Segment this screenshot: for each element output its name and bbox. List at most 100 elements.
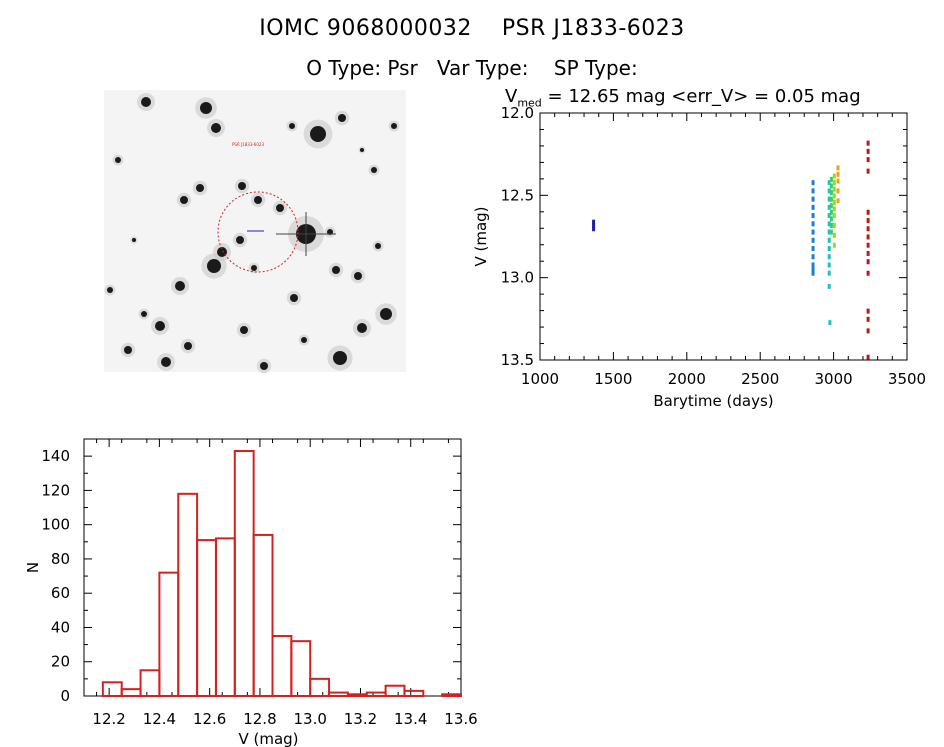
- plot-frame: [539, 112, 908, 361]
- data-point: [866, 259, 870, 265]
- star-field-image: PSR J1833-6023: [104, 90, 406, 374]
- chart-title: IOMC 9068000032 PSR J1833-6023: [259, 16, 685, 41]
- data-point: [811, 204, 815, 210]
- histogram-bar: [196, 539, 217, 697]
- star: [360, 148, 364, 152]
- x-tick-label: 13.0: [293, 710, 326, 728]
- star: [338, 114, 346, 122]
- data-point: [827, 246, 831, 252]
- histogram-bar: [158, 571, 180, 698]
- data-point: [811, 180, 815, 186]
- x-tick-label: 3500: [888, 370, 926, 388]
- data-point: [832, 213, 836, 219]
- star: [260, 362, 268, 370]
- y-tick-label: 0: [60, 687, 70, 705]
- x-tick-label: 2000: [668, 370, 706, 388]
- data-point: [827, 221, 831, 227]
- data-point: [832, 206, 836, 212]
- y-axis-label: N: [24, 562, 42, 573]
- histogram-bar: [365, 691, 387, 697]
- data-point: [827, 213, 831, 219]
- histogram-bar: [233, 449, 255, 698]
- histogram-bar: [101, 681, 123, 698]
- y-tick-label: 40: [51, 618, 70, 636]
- data-point: [832, 193, 836, 199]
- data-point: [832, 232, 836, 238]
- star: [333, 351, 347, 365]
- data-point: [866, 316, 870, 322]
- data-point: [827, 254, 831, 260]
- x-tick-label: 3000: [815, 370, 853, 388]
- star: [251, 265, 257, 271]
- star: [141, 97, 151, 107]
- data-point: [829, 176, 833, 182]
- histogram-bar: [403, 689, 425, 697]
- histogram-bar: [214, 537, 236, 698]
- star: [200, 102, 212, 114]
- light-curve-chart: 1000 1500 2000 2500 3000 3500 12.0 12.5 13.0 13.5…: [472, 104, 926, 410]
- star: [254, 196, 262, 204]
- data-point: [866, 270, 870, 276]
- data-point: [811, 229, 815, 235]
- data-point: [827, 196, 831, 202]
- histogram-bar: [309, 677, 331, 697]
- data-point: [827, 270, 831, 276]
- data-point: [592, 226, 596, 232]
- data-point: [832, 242, 836, 248]
- star: [375, 243, 381, 249]
- histogram-bar: [346, 693, 368, 698]
- data-point: [811, 188, 815, 194]
- data-point: [827, 180, 831, 186]
- data-point: [866, 148, 870, 154]
- data-point: [832, 180, 836, 186]
- star: [141, 311, 147, 317]
- data-point: [866, 242, 870, 248]
- star: [391, 123, 397, 129]
- target-circle: [217, 191, 299, 273]
- histogram-bar: [177, 492, 199, 697]
- x-tick-label: 13.4: [394, 710, 427, 728]
- x-tick-label: 1000: [521, 370, 559, 388]
- data-point: [832, 173, 836, 179]
- x-tick-label: 12.6: [193, 710, 226, 728]
- image-label: PSR J1833-6023: [232, 142, 264, 147]
- data-point: [829, 183, 833, 189]
- y-tick-label: 120: [41, 481, 70, 499]
- data-point: [829, 190, 833, 196]
- x-tick-label: 1500: [594, 370, 632, 388]
- data-point: [836, 178, 840, 184]
- star: [276, 204, 284, 212]
- data-point: [866, 209, 870, 215]
- star: [240, 326, 248, 334]
- data-point: [866, 157, 870, 163]
- y-axis-label: V (mag): [472, 206, 490, 266]
- star: [155, 321, 165, 331]
- data-point: [832, 222, 836, 228]
- data-point: [829, 216, 833, 222]
- star: [332, 266, 340, 274]
- x-tick-label: 12.8: [243, 710, 276, 728]
- histogram-bar: [328, 691, 349, 697]
- data-point: [827, 229, 831, 235]
- y-tick-label: 13.0: [501, 269, 534, 287]
- star: [107, 287, 113, 293]
- star: [310, 126, 326, 142]
- x-axis-label: Barytime (days): [653, 392, 773, 410]
- y-tick-label: 60: [51, 584, 70, 602]
- histogram-bar: [271, 635, 293, 697]
- data-point: [866, 168, 870, 174]
- data-point: [829, 209, 833, 215]
- star: [371, 167, 377, 173]
- y-tick-label: 12.5: [501, 186, 534, 204]
- data-point: [827, 283, 831, 289]
- data-point: [836, 198, 840, 204]
- data-point: [829, 222, 833, 228]
- star: [238, 182, 246, 190]
- histogram-bar: [139, 669, 161, 697]
- y-tick-label: 100: [41, 516, 70, 534]
- star: [211, 123, 221, 133]
- star: [289, 123, 295, 129]
- star: [290, 294, 298, 302]
- data-point: [811, 254, 815, 260]
